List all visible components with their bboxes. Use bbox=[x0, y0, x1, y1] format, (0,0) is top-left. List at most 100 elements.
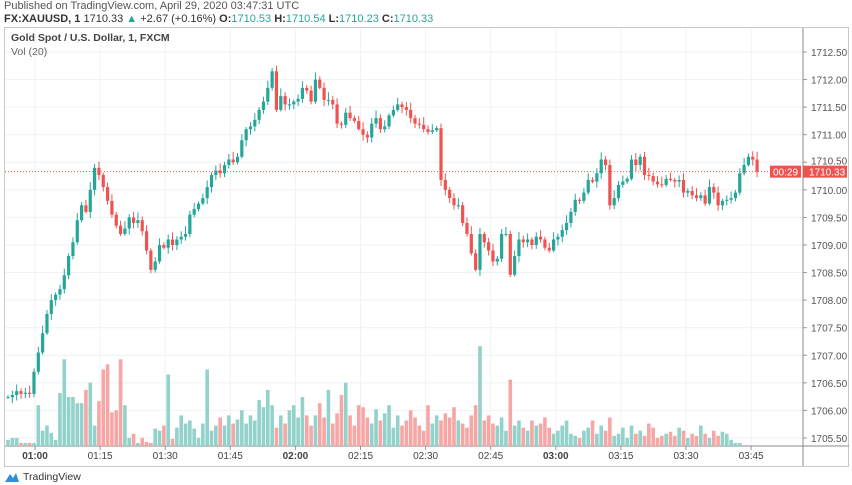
volume-bar bbox=[222, 425, 227, 446]
candle-body bbox=[686, 190, 690, 193]
volume-bar bbox=[595, 433, 599, 446]
volume-bar bbox=[300, 397, 305, 446]
candle-body bbox=[616, 184, 621, 199]
y-tick-label: 1706.00 bbox=[811, 406, 848, 417]
published-caption: Published on TradingView.com, April 29, … bbox=[4, 0, 300, 12]
candle-body bbox=[6, 397, 10, 399]
volume-bar bbox=[590, 420, 595, 446]
candle-body bbox=[612, 198, 616, 206]
volume-bar bbox=[517, 420, 521, 446]
y-tick-label: 1708.00 bbox=[811, 296, 848, 307]
candle-body bbox=[526, 239, 530, 243]
volume-bar bbox=[724, 433, 729, 446]
volume-bar bbox=[257, 400, 261, 446]
volume-bar bbox=[162, 425, 166, 446]
volume-bar bbox=[170, 438, 175, 446]
volume-bar bbox=[317, 403, 322, 446]
volume-bar bbox=[361, 407, 365, 446]
volume-bar bbox=[452, 407, 456, 446]
candle-body bbox=[114, 214, 118, 226]
volume-bar bbox=[677, 427, 681, 446]
candle-body bbox=[352, 118, 356, 121]
volume-bar bbox=[651, 427, 655, 446]
candle-body bbox=[274, 71, 279, 110]
volume-bar bbox=[227, 415, 231, 446]
volume-bar bbox=[703, 433, 707, 446]
volume-bar bbox=[248, 415, 253, 446]
volume-bar bbox=[175, 427, 179, 446]
volume-bar bbox=[214, 425, 218, 446]
candle-body bbox=[300, 87, 305, 99]
volume-bar bbox=[75, 403, 80, 446]
x-tick-label: 03:15 bbox=[608, 451, 633, 462]
candle-body bbox=[105, 187, 110, 201]
volume-bar bbox=[525, 430, 530, 446]
candle-body bbox=[313, 79, 318, 102]
volume-bar bbox=[356, 405, 361, 446]
volume-bar bbox=[638, 430, 642, 446]
volume-bar bbox=[378, 420, 383, 446]
candle-body bbox=[93, 167, 97, 190]
volume-bar bbox=[625, 437, 629, 446]
candle-body bbox=[188, 214, 192, 234]
volume-bar bbox=[6, 439, 10, 446]
candle-body bbox=[75, 220, 79, 243]
y-tick-label: 1707.00 bbox=[811, 351, 848, 362]
volume-bar bbox=[694, 435, 699, 446]
volume-bar bbox=[261, 407, 266, 446]
volume-bar bbox=[711, 430, 716, 446]
volume-bar bbox=[84, 389, 88, 446]
candle-body bbox=[283, 96, 287, 105]
candle-body bbox=[80, 205, 84, 221]
brand-name: TradingView bbox=[23, 471, 81, 483]
candle-body bbox=[500, 233, 504, 259]
volume-bar bbox=[179, 415, 183, 446]
candle-body bbox=[361, 129, 365, 135]
volume-bar bbox=[408, 410, 413, 446]
candle-body bbox=[396, 104, 400, 110]
candle-body bbox=[634, 159, 638, 166]
y-tick-label: 1706.50 bbox=[811, 379, 848, 390]
volume-bar bbox=[530, 420, 534, 446]
candle-body bbox=[253, 119, 257, 127]
close-value: 1710.33 bbox=[393, 13, 434, 25]
volume-bar bbox=[45, 425, 49, 446]
volume-bar bbox=[737, 442, 742, 446]
volume-bar bbox=[499, 417, 504, 446]
volume-bar bbox=[101, 369, 106, 446]
candle-body bbox=[183, 233, 188, 237]
candle-body bbox=[36, 352, 40, 372]
candle-body bbox=[569, 211, 573, 223]
candle-body bbox=[240, 140, 244, 157]
candle-body bbox=[257, 109, 261, 120]
volume-bar bbox=[504, 430, 508, 446]
volume-bar bbox=[58, 392, 62, 446]
volume-bar bbox=[166, 374, 171, 446]
volume-bar bbox=[456, 420, 461, 446]
volume-bar bbox=[157, 430, 162, 446]
volume-bar bbox=[404, 420, 409, 446]
candle-body bbox=[326, 99, 331, 101]
candle-body bbox=[547, 247, 551, 251]
x-tick-label: 01:15 bbox=[88, 451, 113, 462]
candle-body bbox=[84, 205, 88, 212]
candle-body bbox=[192, 209, 196, 215]
candle-body bbox=[422, 124, 426, 130]
candle-body bbox=[10, 394, 14, 398]
candle-body bbox=[430, 130, 434, 132]
candle-body bbox=[357, 120, 361, 130]
candle-body bbox=[586, 179, 590, 193]
candle-body bbox=[720, 200, 725, 206]
volume-bar bbox=[686, 437, 690, 446]
volume-bar bbox=[655, 437, 660, 446]
candle-body bbox=[448, 189, 452, 199]
candle-body bbox=[209, 174, 214, 188]
volume-bar bbox=[339, 394, 344, 446]
tradingview-logo-icon bbox=[5, 473, 19, 482]
volume-bar bbox=[322, 417, 326, 446]
candle-body bbox=[534, 236, 538, 245]
tradingview-brand[interactable]: TradingView bbox=[4, 471, 81, 483]
volume-bar bbox=[668, 431, 673, 446]
candle-body bbox=[244, 129, 248, 141]
